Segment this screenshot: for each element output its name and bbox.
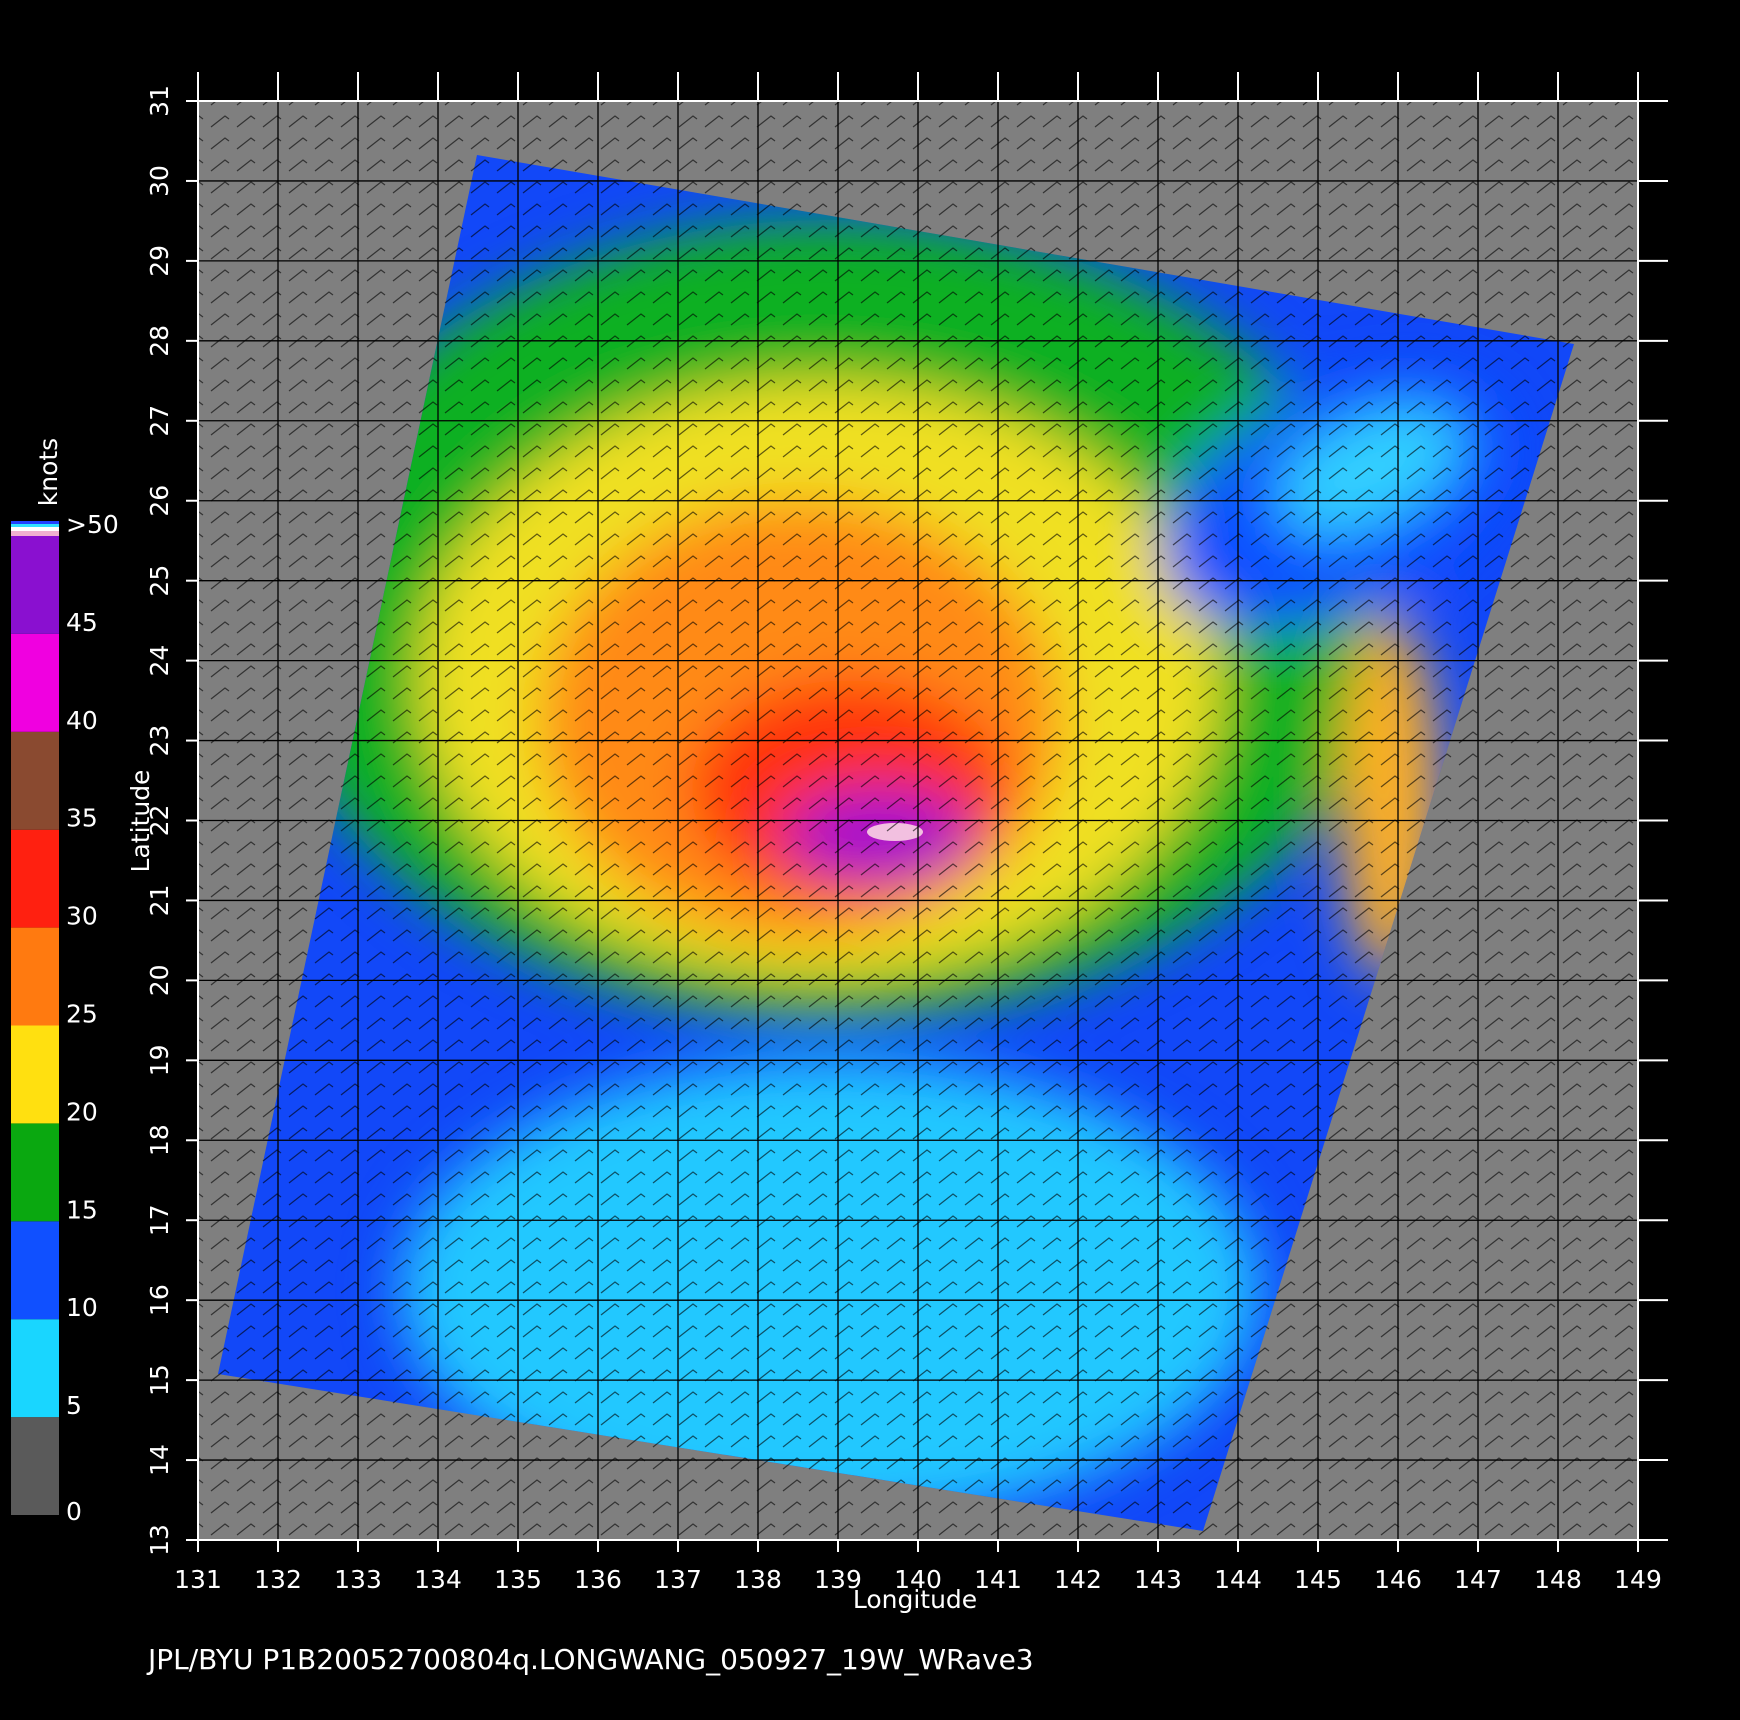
- y-tick-label: 15: [145, 1364, 174, 1396]
- colorbar-cap: [11, 521, 59, 536]
- y-tick-label: 29: [145, 245, 174, 277]
- y-tick-label: 14: [145, 1444, 174, 1476]
- x-tick-label: 144: [1214, 1565, 1262, 1594]
- colorbar-tick-label: 10: [66, 1293, 98, 1322]
- colorbar-tick-label: 5: [66, 1391, 82, 1420]
- y-tick-label: 23: [145, 725, 174, 757]
- colorbar-label: knots: [34, 438, 63, 506]
- x-tick-label: 135: [494, 1565, 542, 1594]
- x-axis-label: Longitude: [853, 1585, 977, 1614]
- x-tick-label: 139: [814, 1565, 862, 1594]
- colorbar-tick-label: 20: [66, 1097, 98, 1126]
- colorbar-segment: [11, 1025, 59, 1124]
- x-tick-label: 143: [1134, 1565, 1182, 1594]
- y-tick-label: 13: [145, 1524, 174, 1556]
- y-tick-label: 31: [145, 85, 174, 117]
- y-tick-label: 26: [145, 485, 174, 517]
- footer-title: JPL/BYU P1B20052700804q.LONGWANG_050927_…: [146, 1643, 1034, 1676]
- colorbar-segment: [11, 829, 59, 928]
- colorbar-tick-label: 40: [66, 706, 98, 735]
- colorbar-segment: [11, 1221, 59, 1320]
- colorbar-tick-label: 45: [66, 608, 98, 637]
- y-tick-label: 27: [145, 405, 174, 437]
- y-axis-label: Latitude: [126, 770, 155, 873]
- x-tick-label: 141: [974, 1565, 1022, 1594]
- x-tick-label: 145: [1294, 1565, 1342, 1594]
- x-tick-label: 146: [1374, 1565, 1422, 1594]
- y-tick-label: 24: [145, 645, 174, 677]
- plot-frame: [197, 100, 1639, 1541]
- x-tick-label: 140: [894, 1565, 942, 1594]
- colorbar-segment: [11, 1417, 59, 1515]
- x-tick-label: 148: [1534, 1565, 1582, 1594]
- x-tick-label: 132: [254, 1565, 302, 1594]
- colorbar-segment: [11, 731, 59, 830]
- y-tick-label: 25: [145, 565, 174, 597]
- colorbar-segment: [11, 927, 59, 1026]
- y-tick-label: 18: [145, 1124, 174, 1156]
- colorbar-tick-label: 35: [66, 804, 98, 833]
- colorbar-tick-label: 25: [66, 1000, 98, 1029]
- y-tick-label: 28: [145, 325, 174, 357]
- x-tick-label: 149: [1614, 1565, 1662, 1594]
- colorbar-segment: [11, 633, 59, 732]
- x-tick-label: 142: [1054, 1565, 1102, 1594]
- y-tick-label: 20: [145, 964, 174, 996]
- x-tick-label: 147: [1454, 1565, 1502, 1594]
- colorbar-segment: [11, 1123, 59, 1222]
- colorbar-tick-label: 30: [66, 902, 98, 931]
- colorbar-segment: [11, 536, 59, 634]
- y-tick-label: 21: [145, 885, 174, 917]
- x-tick-label: 133: [334, 1565, 382, 1594]
- x-tick-label: 136: [574, 1565, 622, 1594]
- x-tick-label: 134: [414, 1565, 462, 1594]
- axes: 131 132 133 134 135 136 137 138 139 140 141 142 143 1…: [145, 72, 1668, 1594]
- y-tick-label: 16: [145, 1284, 174, 1316]
- y-tick-label: 17: [145, 1204, 174, 1236]
- x-tick-label: 131: [174, 1565, 222, 1594]
- colorbar-tick-label: 15: [66, 1195, 98, 1224]
- y-tick-label: 30: [145, 165, 174, 197]
- x-tick-label: 137: [654, 1565, 702, 1594]
- colorbar-segment: [11, 1319, 59, 1418]
- colorbar-tick-label: >50: [66, 510, 119, 539]
- colorbar-tick-label: 0: [66, 1497, 82, 1526]
- y-tick-label: 22: [145, 805, 174, 837]
- y-tick-label: 19: [145, 1044, 174, 1076]
- x-tick-label: 138: [734, 1565, 782, 1594]
